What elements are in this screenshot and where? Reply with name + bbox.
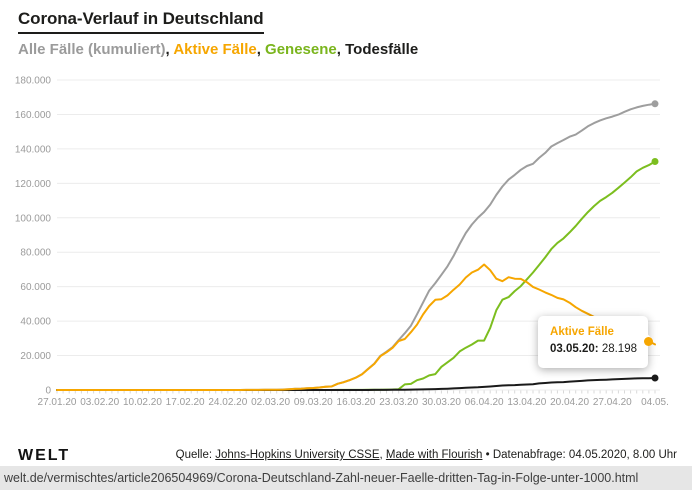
x-axis-label: 30.03.20 bbox=[422, 397, 461, 408]
legend-segment-alle-faelle: Alle Fälle (kumuliert) bbox=[18, 41, 166, 58]
source-prefix: Quelle: bbox=[175, 449, 216, 461]
legend-segment-sep1: , bbox=[165, 41, 174, 58]
series-line bbox=[56, 263, 656, 391]
tooltip-series-label: Aktive Fälle bbox=[550, 326, 614, 338]
series-end-marker bbox=[651, 374, 659, 382]
url-text: welt.de/vermischtes/article206504969/Cor… bbox=[4, 471, 639, 485]
x-axis-label: 13.04.20 bbox=[507, 397, 546, 408]
welt-logo: WELT bbox=[18, 447, 71, 464]
legend-segment-genesene: Genesene bbox=[265, 41, 337, 58]
series-line bbox=[56, 377, 656, 391]
active-point-marker[interactable] bbox=[644, 336, 654, 346]
y-axis-label: 0 bbox=[45, 386, 51, 397]
x-axis-label: 20.04.20 bbox=[550, 397, 589, 408]
line-chart[interactable]: 0 20.000 40.000 60.000 80.000 100.000 120.000 1… bbox=[0, 0, 692, 440]
legend-segment-todesfaelle: Todesfälle bbox=[345, 41, 419, 58]
source-separator: , bbox=[379, 449, 386, 461]
legend-segment-aktive-faelle: Aktive Fälle bbox=[173, 41, 257, 58]
y-axis-label: 120.000 bbox=[15, 179, 52, 190]
x-axis-label: 09.03.20 bbox=[294, 397, 333, 408]
x-axis-label: 02.03.20 bbox=[251, 397, 290, 408]
y-axis-label: 20.000 bbox=[20, 351, 51, 362]
y-axis-label: 60.000 bbox=[20, 282, 51, 293]
y-axis-label: 180.000 bbox=[15, 76, 52, 87]
y-axis-label: 160.000 bbox=[15, 110, 52, 121]
tooltip-value-line: 03.05.20: 28.198 bbox=[550, 341, 637, 358]
series-end-marker bbox=[651, 100, 659, 108]
tooltip-value: 28.198 bbox=[598, 343, 637, 356]
x-axis-label: 17.02.20 bbox=[166, 397, 205, 408]
tooltip: Aktive Fälle 03.05.20: 28.198 bbox=[538, 316, 654, 368]
x-axis-label: 27.01.20 bbox=[38, 397, 77, 408]
source-suffix: • Datenabfrage: 04.05.2020, 8.00 Uhr bbox=[482, 449, 677, 461]
x-axis-label: 04.05. bbox=[641, 397, 669, 408]
page-title: Corona-Verlauf in Deutschland bbox=[18, 9, 264, 34]
x-axis-label: 23.03.20 bbox=[379, 397, 418, 408]
y-axis-label: 140.000 bbox=[15, 144, 52, 155]
legend-segment-sep3: , bbox=[336, 41, 346, 58]
y-axis-label: 100.000 bbox=[15, 213, 52, 224]
tooltip-date: 03.05.20: bbox=[550, 343, 599, 356]
x-axis-label: 16.03.20 bbox=[337, 397, 376, 408]
source-link-jhu[interactable]: Johns-Hopkins University CSSE bbox=[215, 449, 380, 461]
x-axis-label: 03.02.20 bbox=[80, 397, 119, 408]
url-caption-bar: welt.de/vermischtes/article206504969/Cor… bbox=[0, 466, 692, 490]
x-axis-label: 10.02.20 bbox=[123, 397, 162, 408]
chart-legend-subtitle: Alle Fälle (kumuliert), Aktive Fälle, Ge… bbox=[18, 41, 418, 58]
y-axis-label: 40.000 bbox=[20, 317, 51, 328]
y-axis-label: 80.000 bbox=[20, 248, 51, 259]
legend-segment-sep2: , bbox=[256, 41, 266, 58]
source-link-flourish[interactable]: Made with Flourish bbox=[385, 449, 483, 461]
x-axis-label: 27.04.20 bbox=[593, 397, 632, 408]
series-end-marker bbox=[651, 158, 659, 165]
x-axis-label: 06.04.20 bbox=[465, 397, 504, 408]
source-line: Quelle: Johns-Hopkins University CSSE, M… bbox=[176, 449, 677, 461]
x-axis-label: 24.02.20 bbox=[208, 397, 247, 408]
